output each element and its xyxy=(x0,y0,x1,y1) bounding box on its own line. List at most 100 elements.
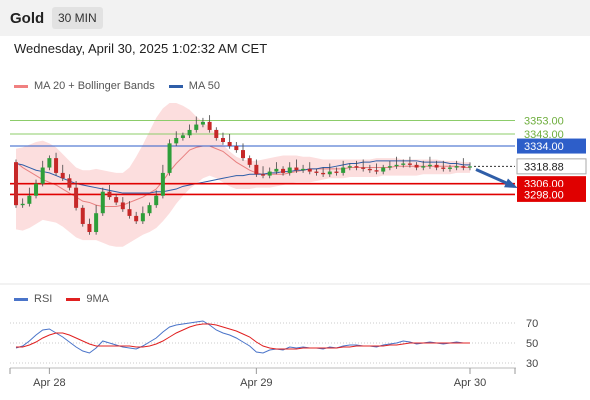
candle-body-60 xyxy=(414,164,419,168)
candle-body-6 xyxy=(54,158,59,173)
candle-body-20 xyxy=(147,205,152,214)
level-2-label: 3334.00 xyxy=(524,141,564,153)
candle-body-42 xyxy=(294,167,299,171)
candle-body-9 xyxy=(74,187,79,208)
legend-swatch-bollinger xyxy=(14,84,28,88)
rsi-line xyxy=(15,320,470,354)
candle-body-18 xyxy=(134,215,139,222)
candle-body-41 xyxy=(287,167,292,173)
candle-body-2 xyxy=(27,195,32,204)
candle-body-4 xyxy=(40,167,45,184)
candle-body-3 xyxy=(34,183,39,196)
candle-body-48 xyxy=(334,171,339,173)
candle-body-28 xyxy=(200,121,205,125)
candle-body-1 xyxy=(20,203,25,206)
candle-body-49 xyxy=(341,167,346,173)
candle-body-53 xyxy=(367,168,372,171)
candle-body-68 xyxy=(467,166,473,168)
candle-body-63 xyxy=(434,164,439,168)
candle-body-65 xyxy=(447,167,452,169)
candle-body-55 xyxy=(381,167,386,172)
candle-body-17 xyxy=(127,209,132,216)
legend-label-rsi: RSI xyxy=(34,293,53,305)
candle-body-8 xyxy=(67,178,72,188)
candle-body-35 xyxy=(247,158,252,165)
main-legend: MA 20 + Bollinger Bands MA 50 xyxy=(14,80,234,92)
rsi-tick-label-0: 70 xyxy=(526,318,538,330)
candle-body-14 xyxy=(107,191,112,198)
forecast-arrow-head xyxy=(504,178,518,189)
candle-body-27 xyxy=(194,124,199,130)
candle-body-40 xyxy=(281,168,286,173)
bollinger-band-area xyxy=(16,103,470,247)
candle-body-11 xyxy=(87,223,92,233)
legend-item-ma50: MA 50 xyxy=(168,80,220,92)
candle-body-13 xyxy=(100,191,105,214)
candle-body-38 xyxy=(267,171,272,176)
candle-body-31 xyxy=(220,137,225,143)
candle-body-50 xyxy=(347,166,352,168)
candle-body-59 xyxy=(407,163,412,165)
candle-body-37 xyxy=(261,174,266,176)
candle-body-10 xyxy=(80,207,85,224)
datetime-label: Wednesday, April 30, 2025 1:02:32 AM CET xyxy=(14,41,268,56)
rsi-tick-label-2: 30 xyxy=(526,358,538,370)
candle-body-22 xyxy=(160,172,165,196)
ma50-line xyxy=(15,160,470,194)
candle-body-51 xyxy=(354,166,359,168)
candle-body-43 xyxy=(301,168,306,171)
candle-body-64 xyxy=(441,167,446,169)
candle-body-46 xyxy=(321,172,326,175)
candle-body-44 xyxy=(307,168,312,172)
candle-body-57 xyxy=(394,164,399,167)
timeframe-button[interactable]: 30 MIN xyxy=(52,7,103,29)
candle-body-36 xyxy=(254,164,259,175)
legend-item-rsi-ma: 9MA xyxy=(66,293,109,305)
candle-body-7 xyxy=(60,172,65,179)
time-tick-label-1: Apr 29 xyxy=(240,377,272,389)
level-5-label: 3298.00 xyxy=(524,189,564,201)
candle-body-62 xyxy=(427,164,432,167)
level-3-box xyxy=(516,158,587,175)
candle-body-47 xyxy=(327,171,332,175)
candle-body-23 xyxy=(167,143,172,173)
candle-body-30 xyxy=(214,129,219,138)
level-1-label: 3343.00 xyxy=(524,129,564,141)
candle-body-25 xyxy=(180,135,185,138)
legend-swatch-rsi xyxy=(14,297,28,301)
rsi-chart-layer: 70 50 30 xyxy=(10,318,538,370)
candle-body-19 xyxy=(140,213,145,222)
candle-body-34 xyxy=(240,150,246,159)
time-axis-layer: Apr 28 Apr 29 Apr 30 xyxy=(9,367,516,389)
candle-body-0 xyxy=(13,162,19,206)
legend-label-bollinger: MA 20 + Bollinger Bands xyxy=(34,80,155,92)
level-0-label: 3353.00 xyxy=(524,116,564,128)
candle-body-52 xyxy=(361,167,366,169)
candle-body-21 xyxy=(154,195,159,206)
legend-swatch-rsi-ma xyxy=(66,297,81,301)
time-tick-label-0: Apr 28 xyxy=(33,377,65,389)
legend-label-rsi-ma: 9MA xyxy=(86,293,109,305)
level-2-box xyxy=(517,138,586,154)
candle-body-45 xyxy=(314,171,319,173)
candle-body-66 xyxy=(454,166,459,168)
ma20-line xyxy=(15,145,470,207)
candle-body-56 xyxy=(387,166,392,168)
main-chart-layer: 3353.003343.003334.003318.883306.003298.… xyxy=(0,103,590,285)
level-5-box xyxy=(517,186,586,202)
candle-body-54 xyxy=(374,170,379,172)
rsi-ma-line xyxy=(16,323,470,350)
legend-item-bollinger: MA 20 + Bollinger Bands xyxy=(14,80,155,92)
candle-body-26 xyxy=(187,129,192,136)
top-bar: Gold 30 MIN xyxy=(0,0,590,36)
legend-swatch-ma50 xyxy=(168,84,183,88)
legend-label-ma50: MA 50 xyxy=(188,80,220,92)
candle-body-15 xyxy=(114,197,119,203)
candle-body-39 xyxy=(274,168,279,172)
legend-item-rsi: RSI xyxy=(14,293,52,305)
candle-body-61 xyxy=(421,166,426,168)
candle-body-33 xyxy=(234,146,239,151)
rsi-legend: RSI 9MA xyxy=(14,293,123,305)
candle-body-12 xyxy=(94,213,99,233)
